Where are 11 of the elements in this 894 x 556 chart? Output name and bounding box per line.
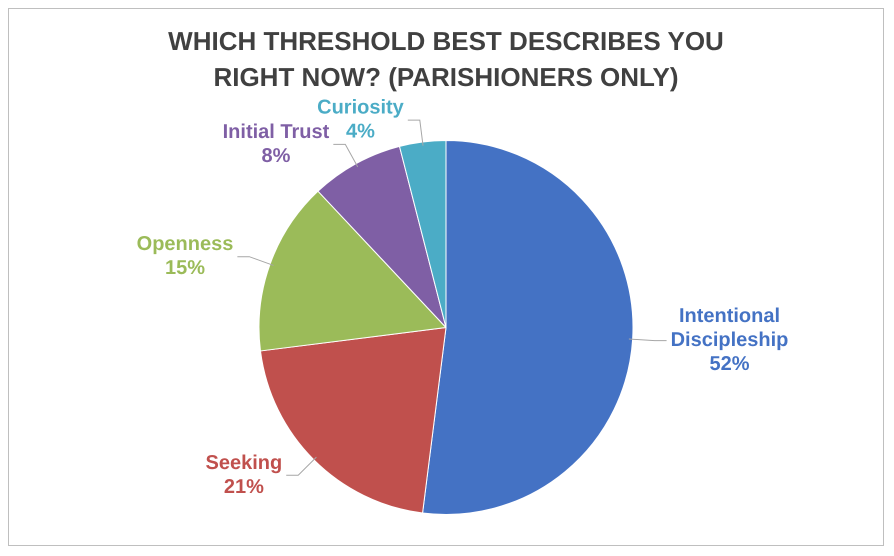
data-label: 21% xyxy=(224,476,264,498)
chart-title: WHICH THRESHOLD BEST DESCRIBES YOU RIGHT NOW? (PARISHIONERS ONLY) xyxy=(167,25,725,94)
data-label: 15% xyxy=(164,257,206,280)
slice-label: Curiosity xyxy=(317,96,405,119)
data-label: 52% xyxy=(709,353,750,376)
slice-label: Intentional Discipleship xyxy=(670,305,788,352)
slice-label: Initial Trust xyxy=(222,120,330,143)
slice-label: Openness xyxy=(136,233,234,256)
data-label: 8% xyxy=(262,144,291,167)
slice-label: Seeking xyxy=(206,452,282,474)
data-label: 4% xyxy=(346,120,376,143)
